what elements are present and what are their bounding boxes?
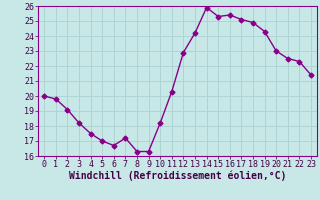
X-axis label: Windchill (Refroidissement éolien,°C): Windchill (Refroidissement éolien,°C)	[69, 171, 286, 181]
